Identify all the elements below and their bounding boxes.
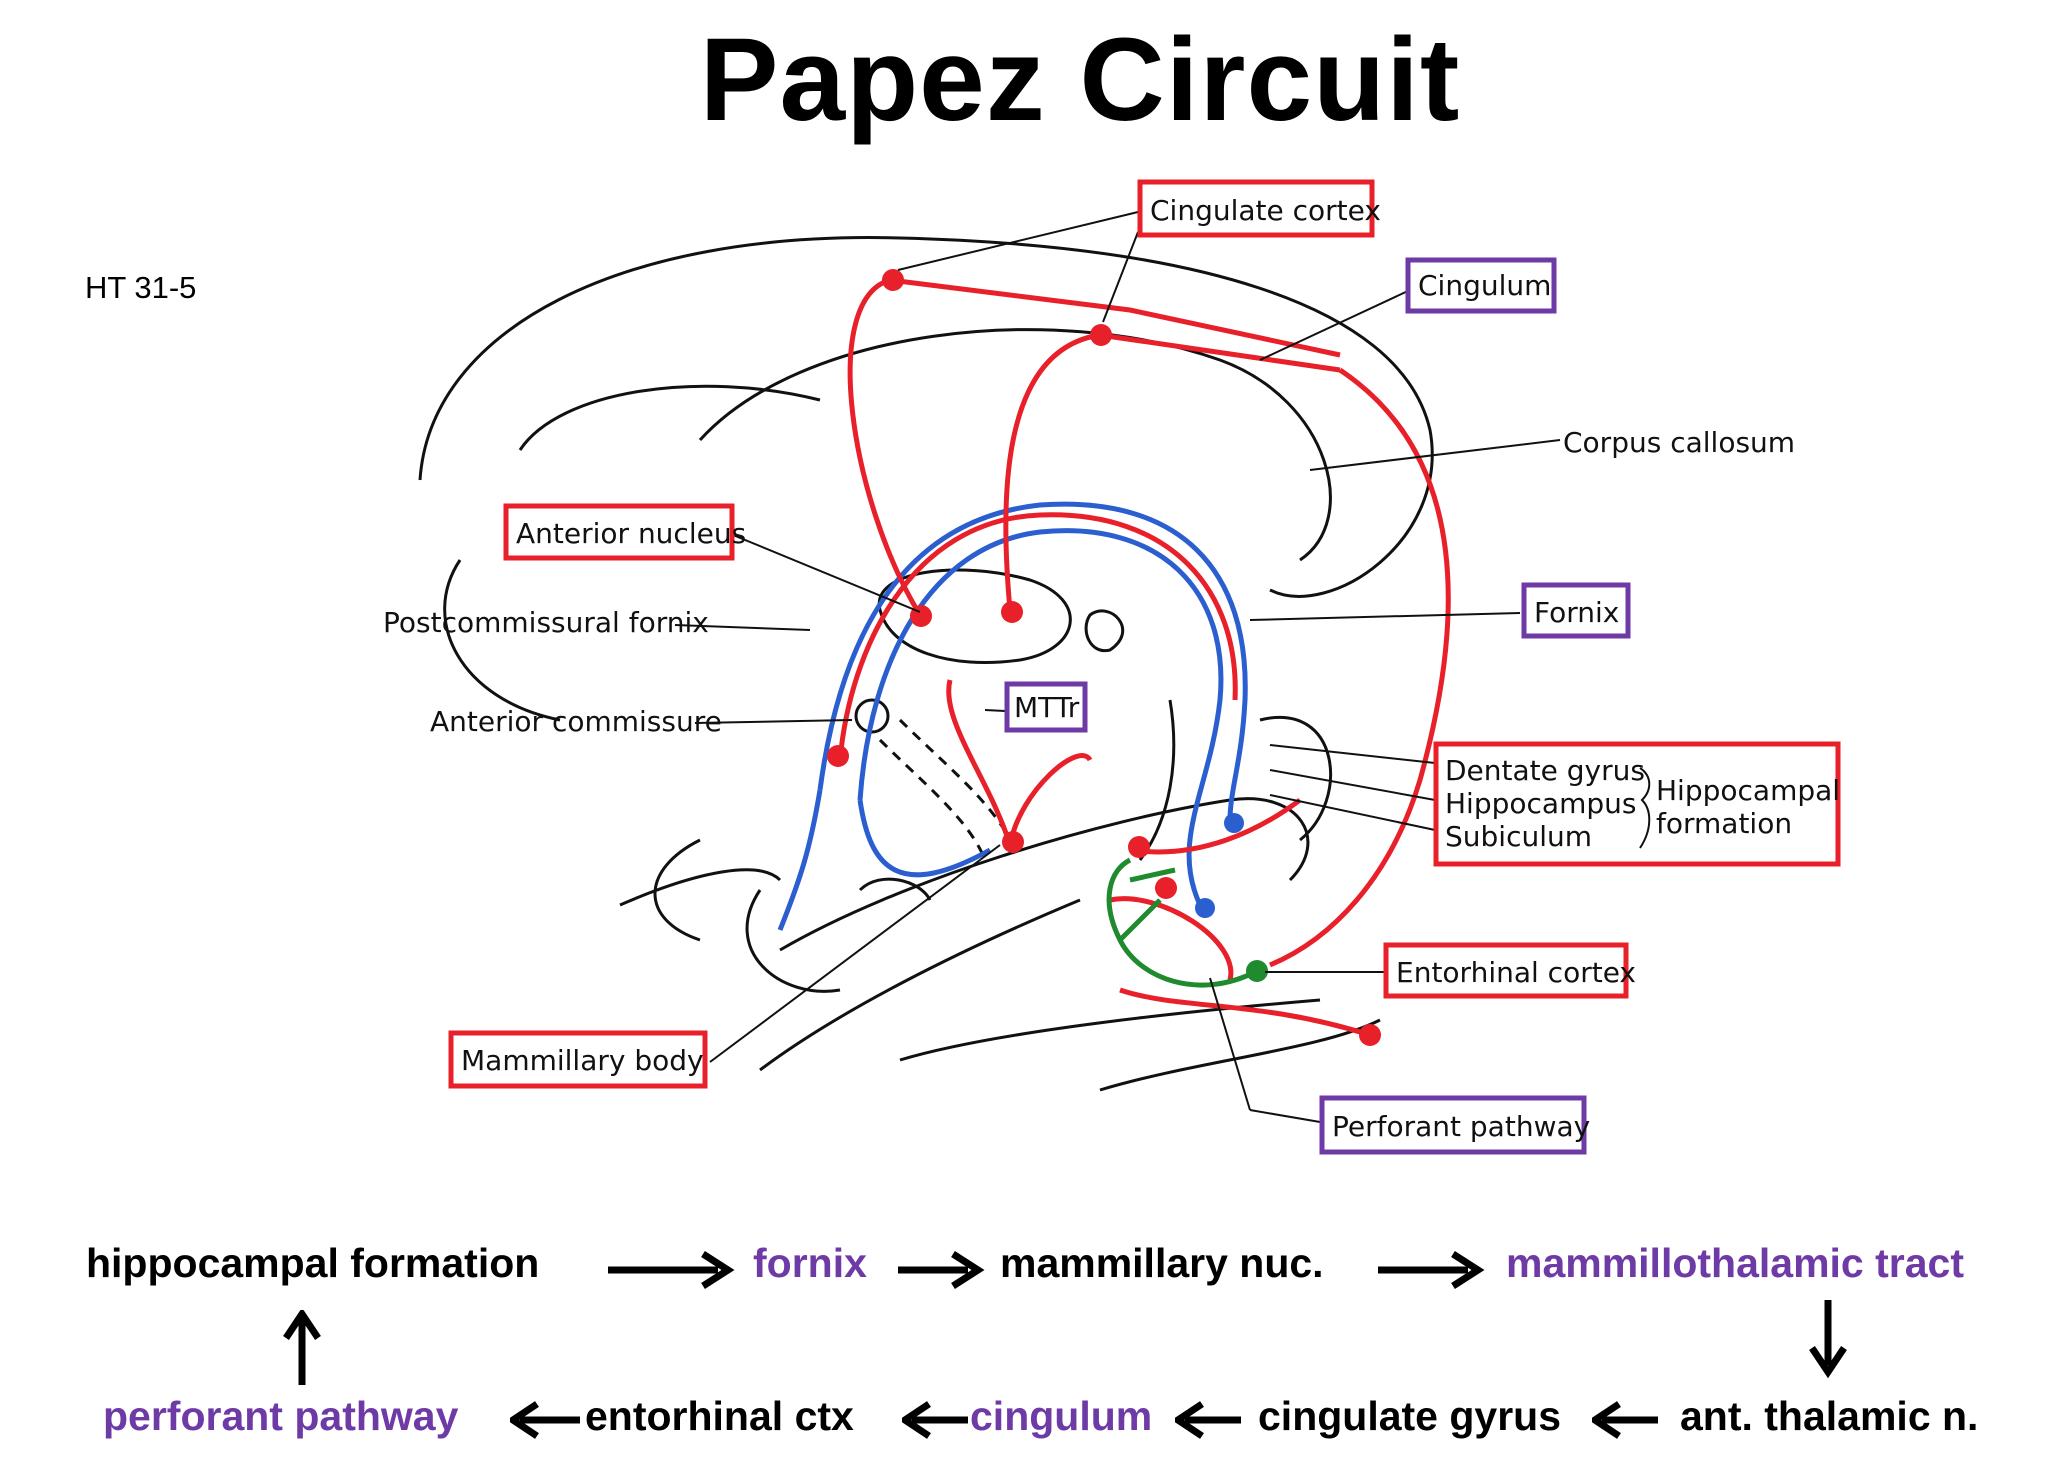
flow-hippocampal-formation: hippocampal formation [86,1240,540,1286]
flow-perforant-pathway: perforant pathway [103,1393,459,1439]
hippocampal-brace [1639,767,1651,849]
entorhinal-cortex-label: Entorhinal cortex [1396,956,1636,989]
flow-fornix: fornix [753,1240,867,1286]
arrow-down-icon [1809,1300,1847,1379]
figure-reference: HT 31-5 [85,270,197,305]
fornix-label: Fornix [1534,596,1619,629]
mammillary-body-label: Mammillary body [461,1044,704,1077]
label-boxes [448,179,1841,1155]
flow-ant-thalamic-n: ant. thalamic n. [1680,1393,1979,1439]
corpus-callosum-label: Corpus callosum [1563,426,1795,459]
arrow-right-icon [898,1251,985,1289]
perforant-fibers [1106,857,1257,988]
cingulum-label: Cingulum [1418,269,1551,302]
brain-outline [418,236,1434,1092]
mttr-label: MTTr [1014,691,1080,724]
cingulate-cortex-label: Cingulate cortex [1150,194,1381,227]
formation-label: formation [1656,807,1792,840]
page-title: Papez Circuit [699,14,1461,146]
entorhinal-dot [1246,960,1268,982]
postcommissural-fornix-label: Postcommissural fornix [383,606,709,639]
arrow-left-icon [1175,1401,1241,1439]
flow-entorhinal-ctx: entorhinal ctx [585,1393,854,1439]
arrow-left-icon [902,1401,968,1439]
arrow-right-icon [608,1251,735,1289]
red-fibers [837,277,1451,1038]
anterior-nucleus-label: Anterior nucleus [516,517,746,550]
arrow-right-icon [1378,1251,1485,1289]
leader-lines [674,211,1561,1123]
fornix-dots [1195,813,1244,918]
hippocampus-label: Hippocampus [1445,787,1636,820]
arrow-left-icon [1592,1401,1658,1439]
anterior-commissure-label: Anterior commissure [430,705,722,738]
arrow-left-icon [510,1401,580,1439]
flow-mammillary-nuc: mammillary nuc. [1000,1240,1324,1286]
flow-mammillothalamic-tract: mammillothalamic tract [1506,1240,1964,1286]
flow-cingulum: cingulum [970,1393,1153,1439]
arrow-up-icon [283,1310,321,1385]
subiculum-label: Subiculum [1445,820,1592,853]
hippocampal-label: Hippocampal [1656,774,1840,807]
flow-cingulate-gyrus: cingulate gyrus [1258,1393,1562,1439]
fornix-fibers [777,501,1248,931]
perforant-pathway-label: Perforant pathway [1332,1110,1590,1143]
dentate-gyrus-label: Dentate gyrus [1445,754,1645,787]
red-dots [827,269,1381,1046]
